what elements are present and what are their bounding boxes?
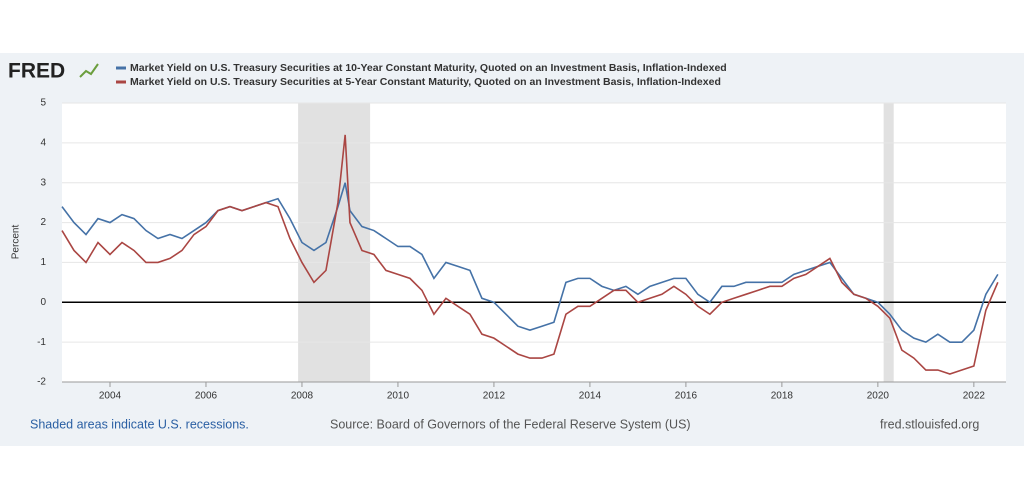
y-tick-label: 5 bbox=[40, 98, 46, 109]
y-tick-label: -2 bbox=[37, 377, 46, 388]
legend-swatch bbox=[116, 66, 126, 70]
legend-swatch bbox=[116, 80, 126, 84]
y-tick-label: 3 bbox=[40, 177, 46, 188]
recession-band bbox=[883, 103, 894, 382]
y-axis-label: Percent bbox=[11, 225, 22, 260]
y-tick-label: 2 bbox=[40, 217, 46, 228]
y-tick-label: 1 bbox=[40, 257, 46, 268]
plot-area bbox=[62, 103, 1006, 382]
x-tick-label: 2008 bbox=[291, 391, 314, 402]
y-tick-label: 4 bbox=[40, 137, 46, 148]
x-tick-label: 2020 bbox=[867, 391, 890, 402]
x-tick-label: 2022 bbox=[963, 391, 986, 402]
recession-note: Shaded areas indicate U.S. recessions. bbox=[30, 417, 249, 431]
logo: FRED bbox=[8, 60, 65, 83]
site: fred.stlouisfed.org bbox=[880, 417, 979, 431]
x-tick-label: 2018 bbox=[771, 391, 794, 402]
y-tick-label: -1 bbox=[37, 337, 46, 348]
logo-icon bbox=[79, 63, 99, 78]
x-tick-label: 2012 bbox=[483, 391, 506, 402]
y-tick-label: 0 bbox=[40, 297, 46, 308]
x-tick-label: 2010 bbox=[387, 391, 410, 402]
series-line bbox=[61, 134, 999, 375]
x-tick-label: 2014 bbox=[579, 391, 602, 402]
x-tick-label: 2006 bbox=[195, 391, 218, 402]
x-tick-label: 2004 bbox=[99, 391, 122, 402]
x-tick-label: 2016 bbox=[675, 391, 698, 402]
source: Source: Board of Governors of the Federa… bbox=[330, 417, 691, 431]
legend-label: Market Yield on U.S. Treasury Securities… bbox=[130, 62, 727, 74]
legend-label: Market Yield on U.S. Treasury Securities… bbox=[130, 76, 721, 88]
